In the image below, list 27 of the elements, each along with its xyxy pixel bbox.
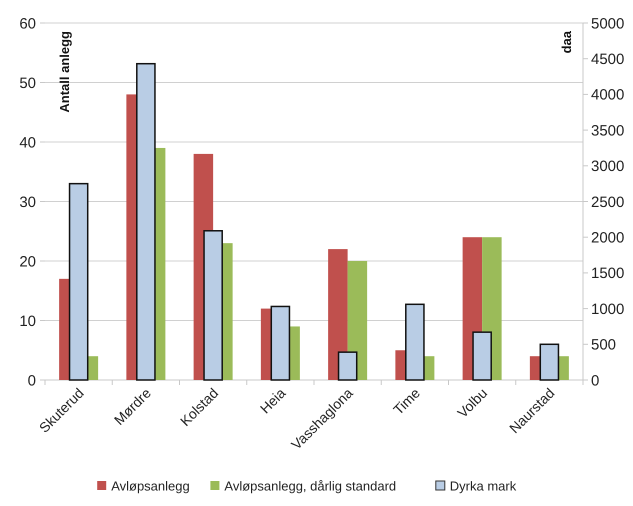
y2-tick-label: 1000	[591, 300, 624, 318]
y-tick-label: 10	[19, 312, 36, 330]
x-tick-label: Time	[390, 384, 424, 418]
y-axis-title: Antall anlegg	[57, 30, 72, 113]
y2-tick-label: 3000	[591, 158, 624, 176]
bar	[405, 304, 425, 381]
y2-axis-title: daa	[559, 30, 574, 54]
y2-tick-label: 0	[591, 372, 600, 390]
y-tick-label: 20	[19, 253, 36, 270]
legend-label: Avløpsanlegg	[111, 478, 190, 494]
y-tick-label: 50	[19, 74, 36, 92]
y2-tick-label: 3500	[591, 122, 624, 140]
y2-tick-label: 5000	[591, 15, 624, 32]
x-tick-label: Heia	[256, 384, 289, 416]
y-tick-label: 0	[28, 372, 36, 390]
y2-tick-label: 2500	[591, 194, 624, 211]
legend-label: Dyrka mark	[450, 478, 517, 494]
y2-tick-label: 1500	[591, 265, 624, 282]
y-tick-label: 30	[19, 194, 36, 211]
y2-tick-label: 4000	[591, 86, 624, 104]
y-tick-label: 60	[19, 15, 36, 32]
y2-tick-label: 500	[591, 336, 616, 354]
y-tick-label: 40	[19, 134, 36, 152]
bar	[338, 351, 358, 381]
y2-tick-label: 2000	[591, 229, 624, 246]
legend-label: Avløpsanlegg, dårlig standard	[224, 478, 396, 494]
y2-tick-label: 4500	[591, 50, 624, 68]
